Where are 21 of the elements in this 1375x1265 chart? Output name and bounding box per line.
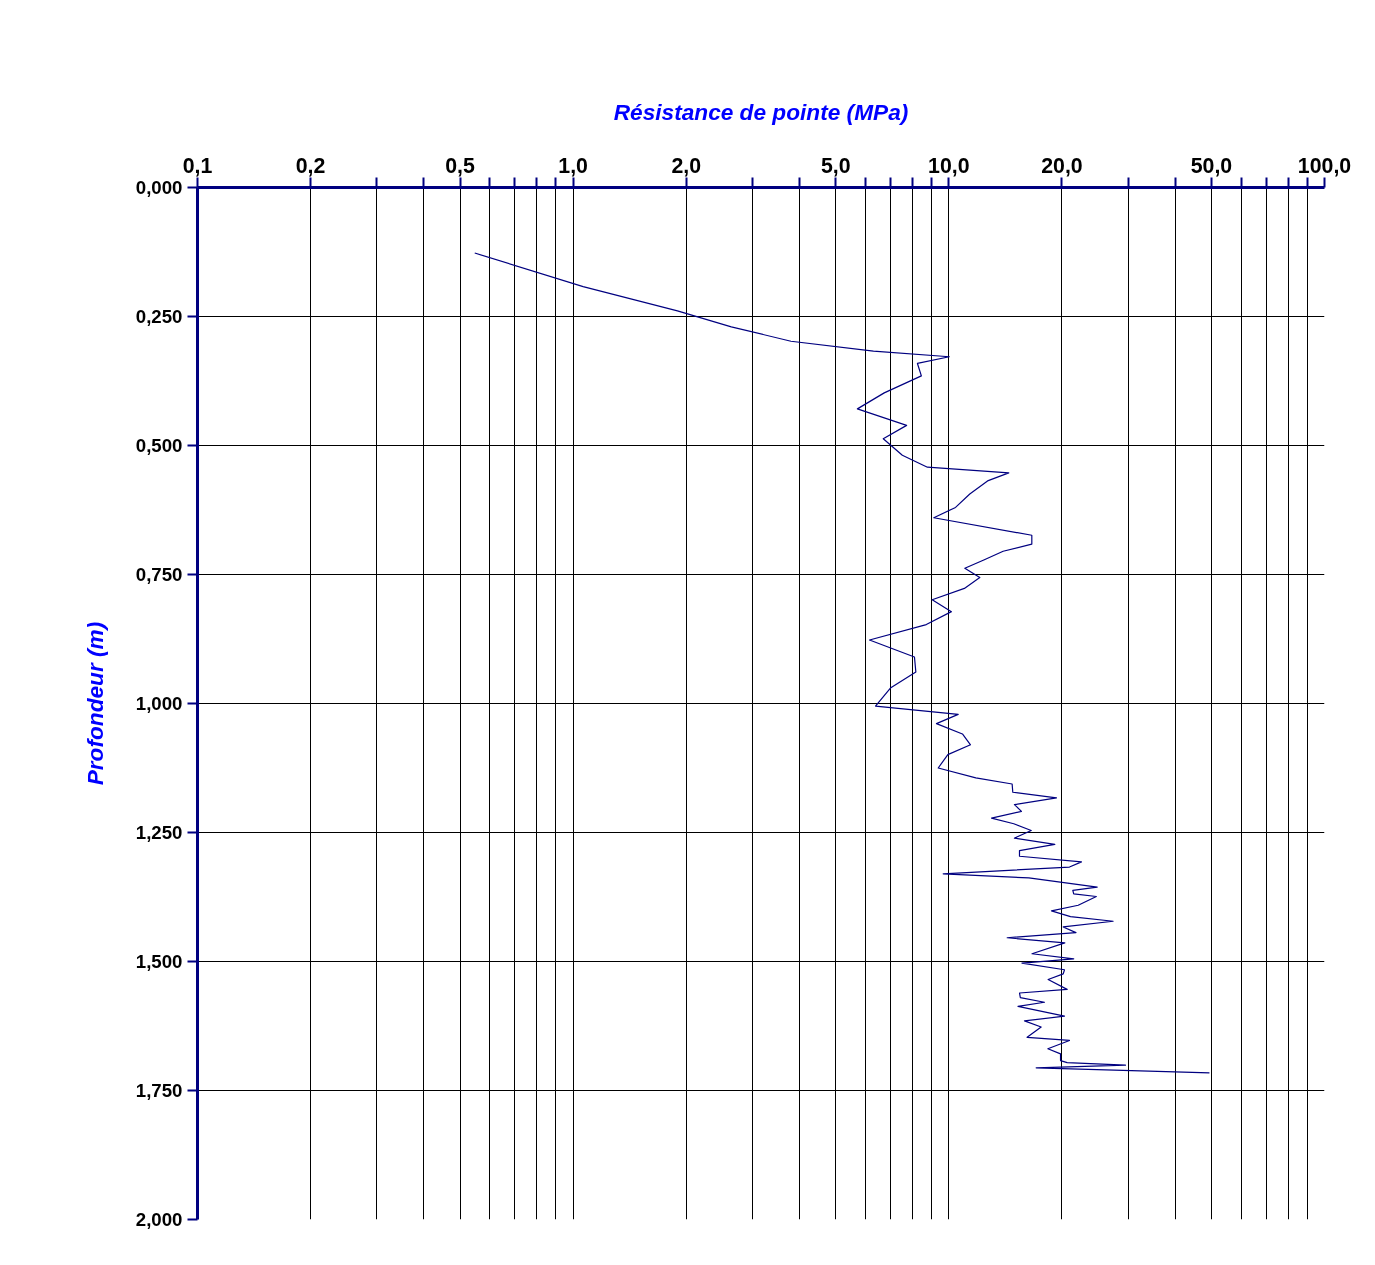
x-tick-label: 0,5 (445, 153, 476, 178)
y-axis-title: Profondeur (m) (81, 621, 108, 786)
x-tick-label: 2,0 (671, 153, 702, 178)
y-tick-label: 0,750 (135, 564, 183, 585)
y-tick-label: 1,250 (135, 822, 183, 843)
y-tick-label: 1,000 (135, 693, 183, 714)
y-tick-label: 1,500 (135, 951, 183, 972)
y-tick-label: 0,000 (135, 177, 183, 198)
x-tick-label: 20,0 (1041, 153, 1083, 178)
x-tick-label: 100,0 (1297, 153, 1352, 178)
y-tick-label: 1,750 (135, 1080, 183, 1101)
x-tick-label: 50,0 (1190, 153, 1233, 178)
y-tick-label: 2,000 (135, 1209, 183, 1230)
y-tick-label: 0,500 (135, 435, 183, 456)
x-tick-label: 1,0 (558, 153, 588, 178)
x-axis-title: Résistance de pointe (MPa) (613, 98, 909, 125)
y-tick-label: 0,250 (135, 306, 183, 327)
x-tick-label: 0,2 (295, 153, 326, 178)
x-tick-label: 0,1 (182, 153, 213, 178)
x-tick-label: 10,0 (928, 153, 970, 178)
x-tick-label: 5,0 (820, 153, 851, 178)
